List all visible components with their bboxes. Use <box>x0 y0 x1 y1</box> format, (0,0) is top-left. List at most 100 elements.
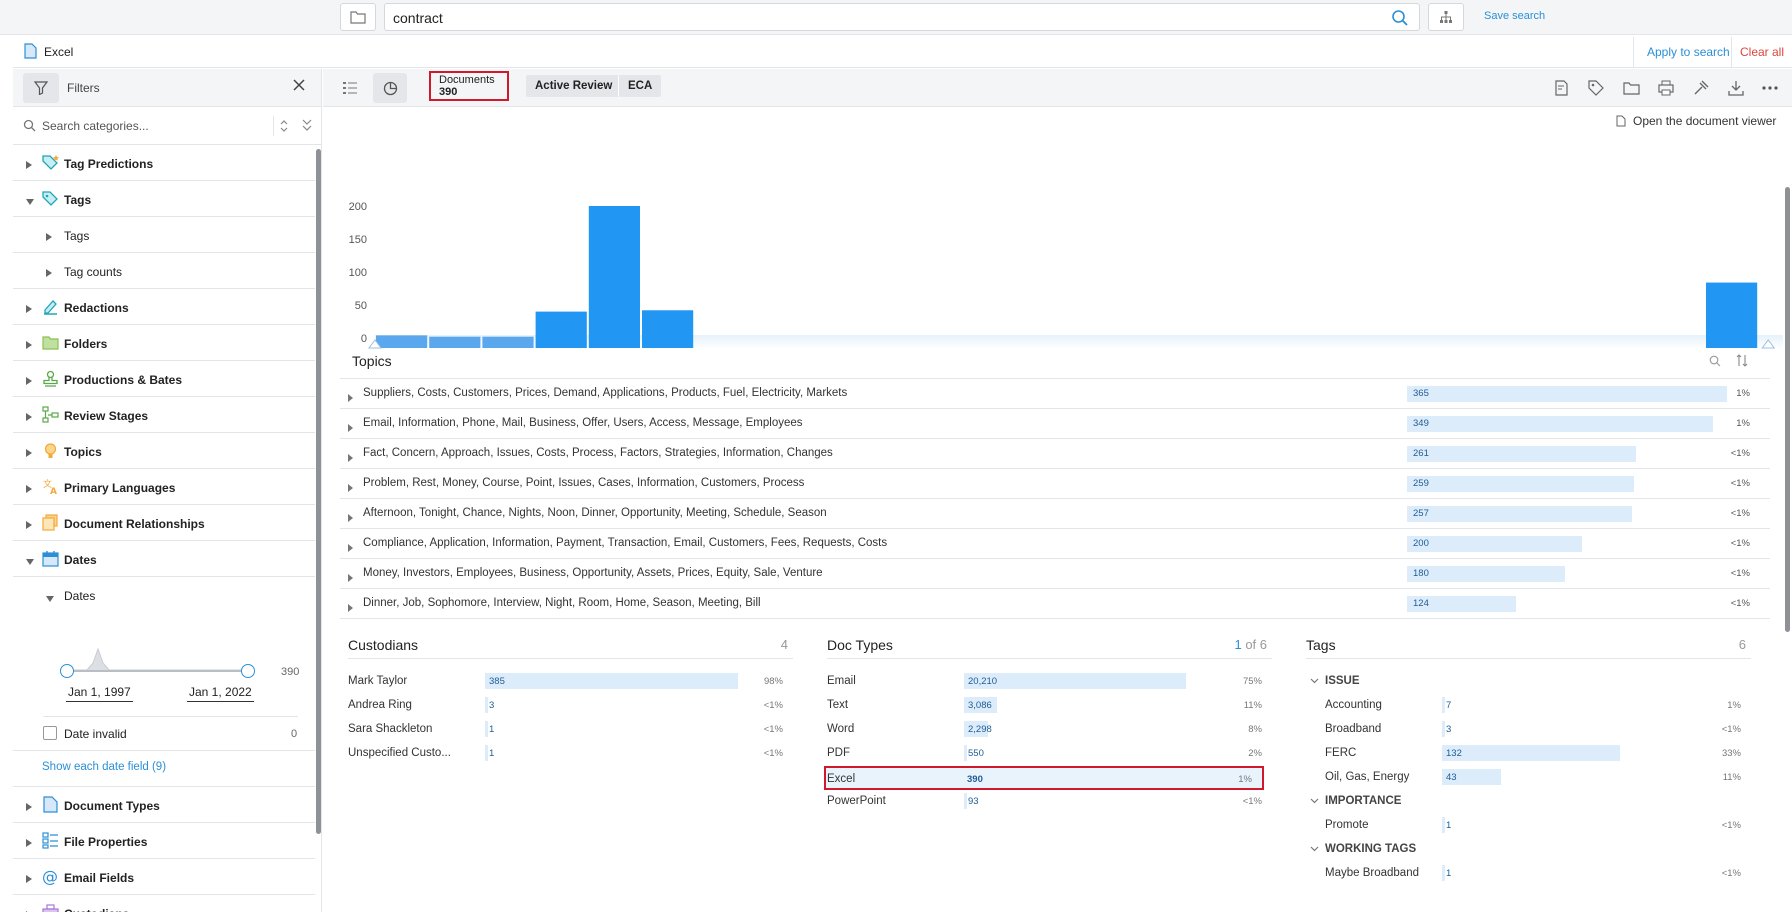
caret-right-icon[interactable] <box>348 450 353 465</box>
topic-row[interactable]: Money, Investors, Employees, Business, O… <box>340 558 1770 588</box>
show-date-fields-link[interactable]: Show each date field (9) <box>42 761 167 773</box>
subcategory-tag-counts[interactable]: Tag counts <box>13 253 315 289</box>
category-file-properties[interactable]: File Properties <box>13 823 315 859</box>
facet-row[interactable]: Andrea Ring 3 <1% <box>348 694 793 718</box>
caret-right-icon[interactable] <box>348 600 353 615</box>
category-email-fields[interactable]: @ Email Fields <box>13 859 315 895</box>
search-icon[interactable] <box>1391 9 1409 27</box>
date-end-label[interactable]: Jan 1, 2022 <box>187 685 254 702</box>
date-invalid-checkbox[interactable] <box>43 726 57 740</box>
chart-bar[interactable] <box>1706 282 1758 348</box>
collapse-all-icon[interactable] <box>301 118 313 132</box>
facet-row[interactable]: PowerPoint 93 <1% <box>827 790 1272 814</box>
facet-row[interactable]: Mark Taylor 385 98% <box>348 670 793 694</box>
hierarchy-button[interactable] <box>1428 3 1464 31</box>
sort-icon[interactable] <box>1736 354 1748 367</box>
eca-tab[interactable]: ECA <box>618 75 662 97</box>
caret-right-icon[interactable] <box>25 446 33 461</box>
topic-row[interactable]: Problem, Rest, Money, Course, Point, Iss… <box>340 468 1770 498</box>
caret-right-icon[interactable] <box>25 158 33 173</box>
caret-right-icon[interactable] <box>348 420 353 435</box>
tag-row[interactable]: Oil, Gas, Energy 43 11% <box>1306 766 1751 790</box>
review-button[interactable] <box>1545 73 1579 103</box>
chart-bar[interactable] <box>588 206 640 348</box>
topic-row[interactable]: Afternoon, Tonight, Chance, Nights, Noon… <box>340 498 1770 528</box>
more-button[interactable] <box>1753 73 1787 103</box>
search-input[interactable] <box>393 8 1373 28</box>
facet-row[interactable]: Unspecified Custo... 1 <1% <box>348 742 793 766</box>
close-icon[interactable] <box>292 78 306 92</box>
search-field[interactable] <box>384 3 1420 31</box>
category-document-relationships[interactable]: Document Relationships <box>13 505 315 541</box>
caret-right-icon[interactable] <box>25 410 33 425</box>
tag-row[interactable]: Promote 1 <1% <box>1306 814 1751 838</box>
tag-group-header[interactable]: ISSUE <box>1306 670 1751 694</box>
main-scrollbar[interactable] <box>1785 187 1790 632</box>
date-slider-end-handle[interactable] <box>241 664 255 678</box>
category-tags[interactable]: Tags <box>13 181 315 217</box>
topic-row[interactable]: Fact, Concern, Approach, Issues, Costs, … <box>340 438 1770 468</box>
save-search-link[interactable]: Save search <box>1484 10 1546 22</box>
tag-row[interactable]: Maybe Broadband 1 <1% <box>1306 862 1751 886</box>
caret-right-icon[interactable] <box>25 482 33 497</box>
category-custodians[interactable]: Custodians <box>13 895 315 912</box>
caret-right-icon[interactable] <box>45 266 53 281</box>
category-productions-bates[interactable]: Productions & Bates <box>13 361 315 397</box>
chart-bar[interactable] <box>482 336 534 348</box>
caret-down-icon[interactable] <box>25 554 35 569</box>
caret-right-icon[interactable] <box>25 836 33 851</box>
filter-button[interactable] <box>23 73 59 103</box>
caret-down-icon[interactable] <box>45 591 55 606</box>
category-search-input[interactable] <box>42 117 272 135</box>
category-folders[interactable]: Folders <box>13 325 315 361</box>
download-button[interactable] <box>1719 73 1753 103</box>
chart-bar[interactable] <box>642 310 694 348</box>
facet-row[interactable]: Excel 390 1% <box>824 766 1264 790</box>
category-dates[interactable]: Dates <box>13 541 315 577</box>
facet-row[interactable]: Word 2,298 8% <box>827 718 1272 742</box>
caret-right-icon[interactable] <box>25 518 33 533</box>
facet-row[interactable]: PDF 550 2% <box>827 742 1272 766</box>
caret-right-icon[interactable] <box>25 908 33 912</box>
topic-row[interactable]: Suppliers, Costs, Customers, Prices, Dem… <box>340 378 1770 408</box>
category-tag-predictions[interactable]: Tag Predictions <box>13 145 315 181</box>
caret-right-icon[interactable] <box>348 570 353 585</box>
subcategory-tags[interactable]: Tags <box>13 217 315 253</box>
tag-row[interactable]: Accounting 7 1% <box>1306 694 1751 718</box>
active-review-tab[interactable]: Active Review <box>526 75 622 97</box>
facet-row[interactable]: Text 3,086 11% <box>827 694 1272 718</box>
open-document-viewer-link[interactable]: Open the document viewer <box>1633 114 1777 128</box>
clear-all-button[interactable]: Clear all <box>1731 37 1790 67</box>
caret-right-icon[interactable] <box>45 230 53 245</box>
caret-down-icon[interactable] <box>25 194 35 209</box>
caret-right-icon[interactable] <box>348 480 353 495</box>
chevron-down-icon[interactable] <box>1310 846 1319 852</box>
category-redactions[interactable]: Redactions <box>13 289 315 325</box>
tag-row[interactable]: FERC 132 33% <box>1306 742 1751 766</box>
chart-bar[interactable] <box>535 311 587 348</box>
caret-right-icon[interactable] <box>25 872 33 887</box>
facet-row[interactable]: Sara Shackleton 1 <1% <box>348 718 793 742</box>
caret-right-icon[interactable] <box>25 338 33 353</box>
chart-view-button[interactable] <box>373 73 407 103</box>
category-topics[interactable]: Topics <box>13 433 315 469</box>
category-review-stages[interactable]: Review Stages <box>13 397 315 433</box>
date-slider-start-handle[interactable] <box>60 664 74 678</box>
caret-right-icon[interactable] <box>348 510 353 525</box>
topic-row[interactable]: Email, Information, Phone, Mail, Busines… <box>340 408 1770 438</box>
caret-right-icon[interactable] <box>25 302 33 317</box>
chart-bar[interactable] <box>376 335 428 348</box>
range-start-handle[interactable] <box>368 339 382 349</box>
apply-to-search-button[interactable]: Apply to search <box>1633 37 1740 67</box>
category-document-types[interactable]: Document Types <box>13 787 315 823</box>
print-button[interactable] <box>1649 73 1683 103</box>
filters-scrollbar[interactable] <box>316 149 321 834</box>
tag-row[interactable]: Broadband 3 <1% <box>1306 718 1751 742</box>
topic-row[interactable]: Dinner, Job, Sophomore, Interview, Night… <box>340 588 1770 618</box>
caret-right-icon[interactable] <box>25 374 33 389</box>
caret-right-icon[interactable] <box>348 390 353 405</box>
date-start-label[interactable]: Jan 1, 1997 <box>66 685 133 702</box>
sort-toggle[interactable] <box>273 116 293 136</box>
folder-action-button[interactable] <box>1614 73 1648 103</box>
